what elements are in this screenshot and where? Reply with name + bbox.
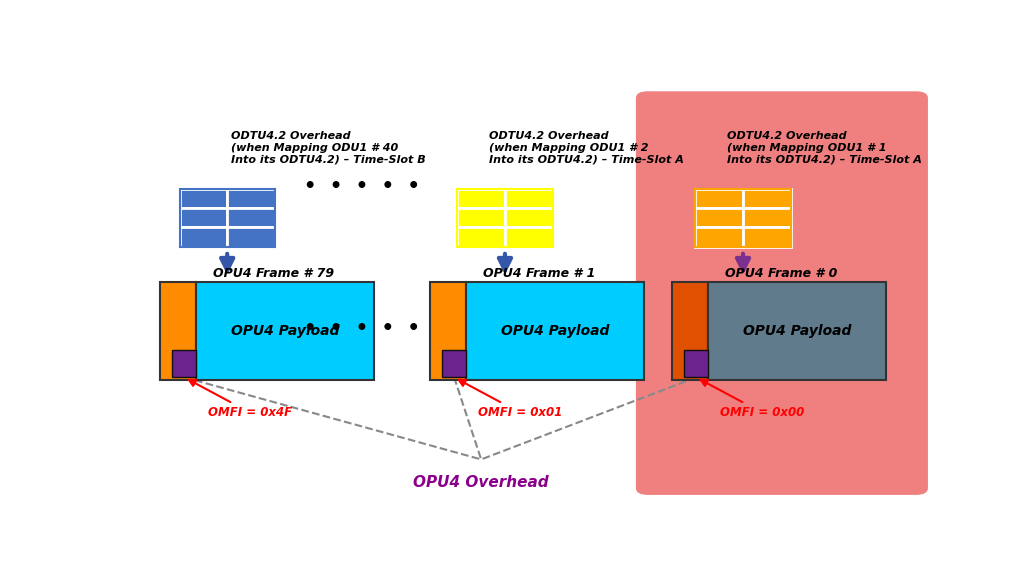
Text: OMFI = 0x01: OMFI = 0x01: [459, 380, 562, 419]
Text: •  •  •  •  •: • • • • •: [304, 177, 420, 196]
Bar: [442, 350, 466, 377]
Bar: [179, 228, 227, 247]
Text: OPU4 Payload: OPU4 Payload: [230, 324, 339, 338]
Text: OPU4 Payload: OPU4 Payload: [501, 324, 609, 338]
Bar: [430, 282, 466, 380]
Bar: [227, 189, 274, 208]
Bar: [458, 189, 553, 247]
Bar: [505, 208, 553, 228]
FancyBboxPatch shape: [636, 92, 928, 495]
Bar: [684, 350, 708, 377]
Bar: [708, 282, 886, 380]
Text: •  •  •  •  •: • • • • •: [304, 319, 420, 338]
Bar: [227, 208, 274, 228]
Bar: [743, 228, 791, 247]
Bar: [172, 350, 197, 377]
Bar: [197, 282, 374, 380]
Bar: [505, 189, 553, 208]
Bar: [179, 189, 227, 208]
Text: ODTU4.2 Overhead
(when Mapping ODU1 # 2
Into its ODTU4.2) – Time-Slot A: ODTU4.2 Overhead (when Mapping ODU1 # 2 …: [489, 131, 684, 164]
Bar: [695, 189, 743, 208]
Text: OPU4 Overhead: OPU4 Overhead: [414, 475, 549, 490]
Bar: [227, 228, 274, 247]
Bar: [505, 228, 553, 247]
Bar: [179, 189, 274, 247]
Text: OPU4 Frame # 79: OPU4 Frame # 79: [213, 267, 335, 280]
Bar: [743, 208, 791, 228]
Bar: [458, 208, 505, 228]
Bar: [458, 189, 505, 208]
Bar: [466, 282, 644, 380]
Text: ODTU4.2 Overhead
(when Mapping ODU1 # 1
Into its ODTU4.2) – Time-Slot A: ODTU4.2 Overhead (when Mapping ODU1 # 1 …: [727, 131, 922, 164]
Text: OPU4 Payload: OPU4 Payload: [742, 324, 851, 338]
Bar: [743, 189, 791, 208]
Bar: [695, 189, 791, 247]
Text: ODTU4.2 Overhead
(when Mapping ODU1 # 40
Into its ODTU4.2) – Time-Slot B: ODTU4.2 Overhead (when Mapping ODU1 # 40…: [231, 131, 426, 164]
Text: OPU4 Frame # 1: OPU4 Frame # 1: [483, 267, 596, 280]
Bar: [695, 228, 743, 247]
Text: OMFI = 0x00: OMFI = 0x00: [700, 380, 804, 419]
Bar: [179, 208, 227, 228]
Bar: [160, 282, 197, 380]
Bar: [458, 228, 505, 247]
Bar: [695, 208, 743, 228]
Bar: [672, 282, 708, 380]
Text: OMFI = 0x4F: OMFI = 0x4F: [188, 380, 292, 419]
Text: OPU4 Frame # 0: OPU4 Frame # 0: [725, 267, 838, 280]
